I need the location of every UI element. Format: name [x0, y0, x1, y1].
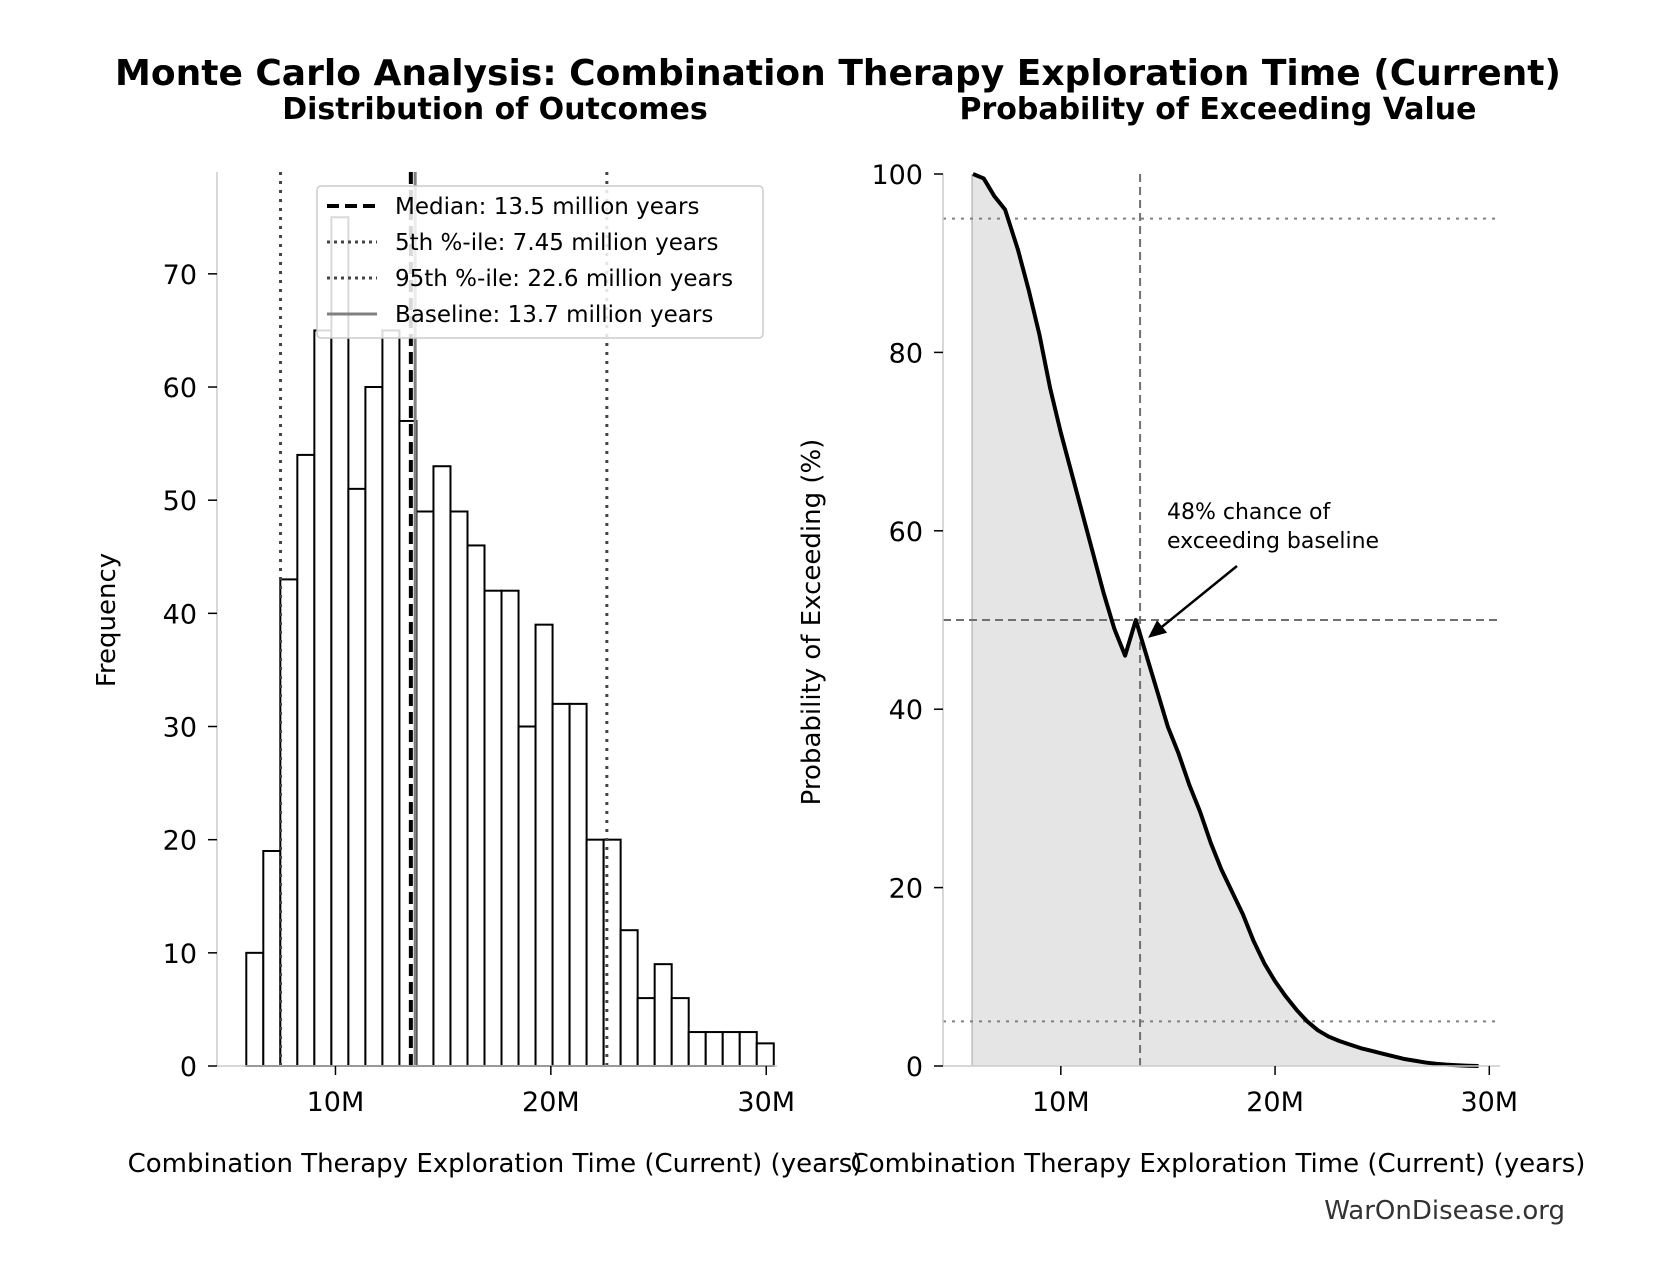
watermark: WarOnDisease.org [1324, 1196, 1565, 1226]
legend-label: Baseline: 13.7 million years [395, 302, 713, 328]
histogram-bar [279, 578, 299, 1067]
y-tick-label: 0 [906, 1052, 923, 1083]
histogram-bar [432, 465, 452, 1067]
histogram-bar [636, 997, 656, 1067]
x-tick-label: 30M [1460, 1087, 1518, 1118]
histogram-bar [262, 849, 282, 1068]
histogram-bar [245, 951, 265, 1068]
histogram-bar [670, 997, 690, 1067]
exceedance-fill-area [972, 174, 1479, 1066]
x-tick-label: 10M [307, 1087, 365, 1118]
histogram-bar [364, 386, 384, 1068]
histogram-legend: Median: 13.5 million years 5th %-ile: 7.4… [316, 185, 764, 339]
histogram-bar [653, 963, 673, 1068]
y-tick-label: 60 [163, 373, 197, 404]
legend-label: Median: 13.5 million years [395, 194, 699, 220]
histogram-bar [500, 589, 520, 1067]
y-tick-label: 20 [163, 826, 197, 857]
y-tick-label: 100 [871, 160, 923, 191]
histogram-bar [619, 929, 639, 1067]
histogram-bar [466, 544, 486, 1067]
histogram-bar [585, 838, 605, 1068]
y-tick-label: 70 [163, 260, 197, 291]
histogram-bar [602, 838, 622, 1068]
y-tick-label: 10 [163, 939, 197, 970]
histogram-bar [687, 1031, 707, 1068]
histogram-bar [534, 623, 554, 1067]
exceedance-curve [972, 172, 1479, 1068]
exceedance-chart [943, 172, 1500, 1068]
histogram-bar [704, 1031, 724, 1068]
histogram-bar [381, 329, 401, 1068]
x-tick-label: 10M [1032, 1087, 1090, 1118]
histogram-axes: 0 10 20 30 40 50 60 70 10M 20M 30M [163, 172, 795, 1118]
histogram-bar [755, 1042, 775, 1067]
histogram-bar [296, 453, 316, 1068]
x-tick-label: 20M [522, 1087, 580, 1118]
legend-label: 5th %-ile: 7.45 million years [395, 230, 718, 256]
annotation-line-1: 48% chance of [1167, 500, 1331, 525]
histogram-bar [313, 329, 333, 1068]
histogram-bar [347, 487, 367, 1067]
x-tick-label: 20M [1246, 1087, 1304, 1118]
y-tick-label: 40 [163, 599, 197, 630]
histogram-bar [568, 702, 588, 1067]
exceedance-axes: 0 20 40 60 80 100 10M 20M 30M [871, 160, 1518, 1118]
exceedance-panel: Probability of Exceeding Value 0 20 40 60 80… [797, 92, 1585, 1179]
y-tick-label: 30 [163, 713, 197, 744]
y-tick-label: 40 [889, 695, 923, 726]
y-tick-label: 80 [889, 338, 923, 369]
figure-title: Monte Carlo Analysis: Combination Therap… [115, 53, 1561, 94]
histogram-bar [330, 216, 350, 1068]
annotation-arrow-head [1148, 620, 1168, 638]
histogram-bars [245, 216, 775, 1068]
exceedance-y-axis-label: Probability of Exceeding (%) [797, 439, 827, 806]
x-tick-label: 30M [737, 1087, 795, 1118]
histogram-y-axis-label: Frequency [92, 553, 122, 687]
exceedance-x-axis-label: Combination Therapy Exploration Time (Cu… [851, 1149, 1586, 1179]
y-tick-label: 0 [180, 1052, 197, 1083]
histogram-bar [449, 510, 469, 1068]
histogram-bar [721, 1031, 741, 1068]
histogram-bar [551, 702, 571, 1067]
histogram-x-axis-label: Combination Therapy Exploration Time (Cu… [128, 1149, 863, 1179]
histogram-bar [517, 725, 537, 1068]
y-tick-label: 60 [889, 517, 923, 548]
annotation-arrow-shaft [1151, 565, 1238, 636]
histogram-bar [738, 1031, 758, 1068]
histogram-bar [415, 510, 435, 1068]
legend-label: 95th %-ile: 22.6 million years [395, 266, 733, 292]
histogram-title: Distribution of Outcomes [282, 92, 708, 127]
annotation-line-2: exceeding baseline [1167, 529, 1379, 554]
exceedance-title: Probability of Exceeding Value [959, 92, 1476, 127]
histogram-panel: Distribution of Outcomes 0 10 20 30 40 50 60 70… [92, 92, 862, 1179]
histogram-bar [483, 589, 503, 1067]
y-tick-label: 50 [163, 486, 197, 517]
legend-box [316, 185, 764, 339]
y-tick-label: 20 [889, 874, 923, 905]
